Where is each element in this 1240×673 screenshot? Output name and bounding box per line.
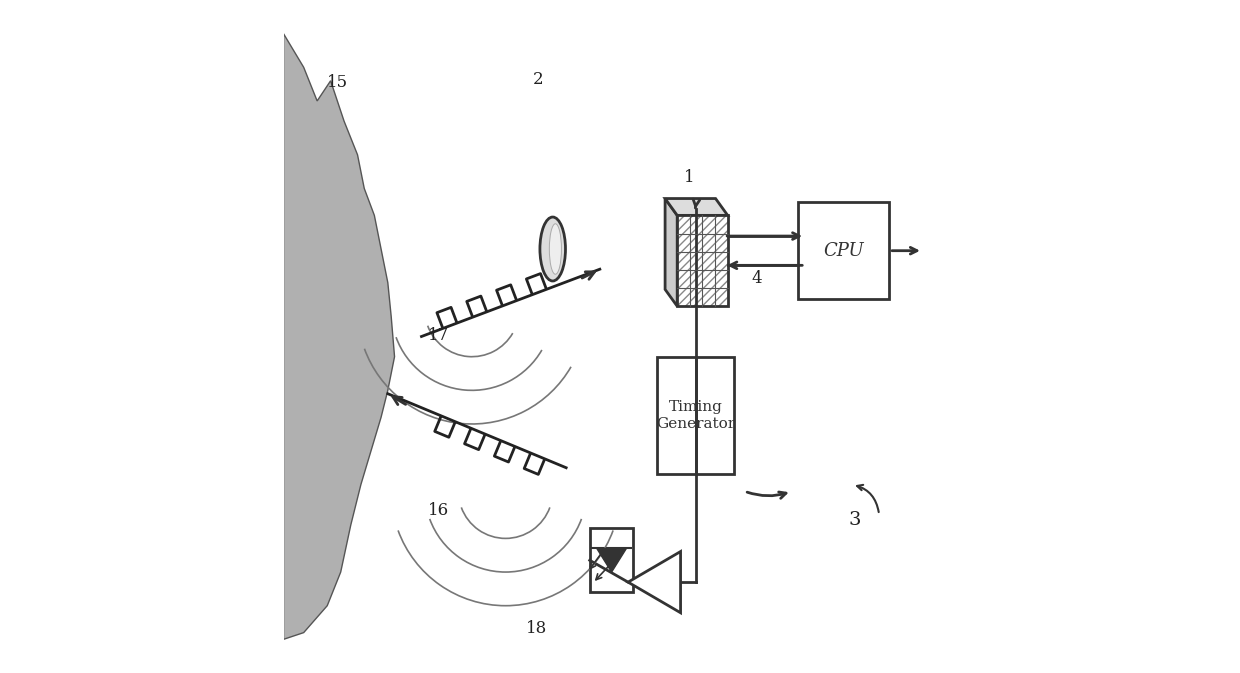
Text: 3: 3 [849,511,862,529]
Polygon shape [665,199,677,306]
Text: 2: 2 [532,71,543,88]
FancyBboxPatch shape [590,528,634,592]
Text: 17: 17 [428,327,449,344]
Text: Timing
Generator: Timing Generator [656,400,735,431]
Ellipse shape [539,217,565,281]
Polygon shape [665,199,728,215]
FancyBboxPatch shape [799,202,889,299]
Polygon shape [596,548,626,572]
Polygon shape [629,552,681,612]
Text: 4: 4 [751,270,761,287]
FancyBboxPatch shape [657,357,734,474]
Polygon shape [677,215,728,306]
Text: 15: 15 [327,75,348,92]
Text: 1: 1 [684,169,694,186]
Text: 18: 18 [526,620,547,637]
Text: CPU: CPU [823,242,864,260]
Ellipse shape [549,223,562,275]
Polygon shape [284,34,394,639]
Text: 16: 16 [428,502,449,519]
